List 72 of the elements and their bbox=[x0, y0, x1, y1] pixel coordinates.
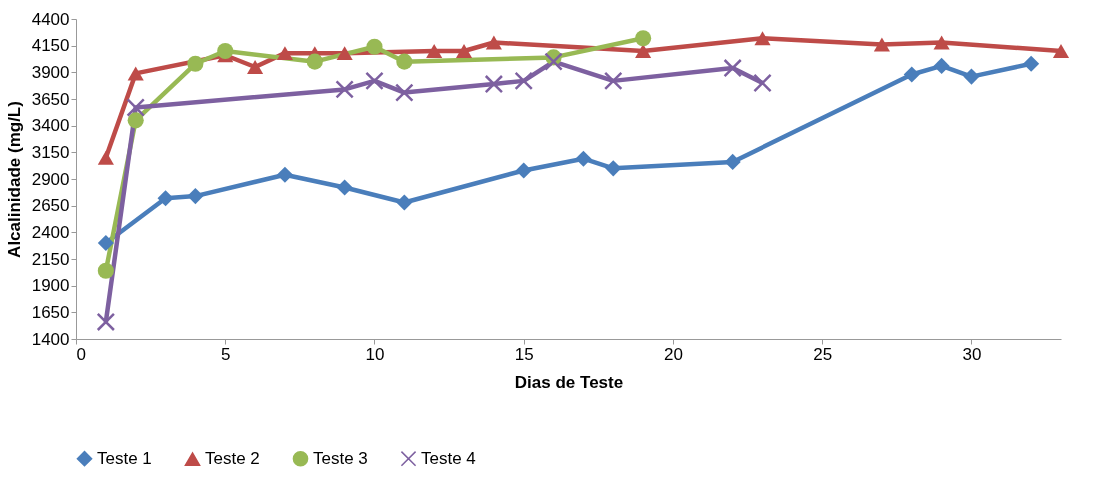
point bbox=[484, 74, 504, 94]
point bbox=[723, 58, 742, 78]
y-tick-label: 1650 bbox=[31, 302, 70, 322]
point bbox=[396, 194, 413, 211]
x-tick-label: 20 bbox=[664, 344, 683, 364]
point bbox=[933, 57, 950, 74]
point bbox=[217, 42, 234, 60]
y-tick-label: 2650 bbox=[31, 196, 70, 216]
point bbox=[365, 71, 384, 91]
point bbox=[187, 188, 204, 205]
point bbox=[336, 46, 353, 61]
point bbox=[455, 44, 473, 58]
legend-label: Teste 1 bbox=[97, 448, 152, 468]
legend-label: Teste 4 bbox=[421, 448, 476, 468]
point bbox=[426, 44, 443, 58]
point bbox=[635, 30, 652, 47]
y-tick-label: 4150 bbox=[31, 36, 70, 56]
y-tick-label: 3650 bbox=[31, 89, 70, 109]
point bbox=[306, 53, 323, 70]
y-tick-label: 2150 bbox=[31, 249, 70, 269]
y-tick-label: 1400 bbox=[31, 329, 70, 349]
point bbox=[724, 153, 741, 170]
point bbox=[276, 166, 293, 183]
point bbox=[963, 68, 980, 85]
point bbox=[575, 150, 592, 167]
legend-label: Teste 2 bbox=[205, 449, 260, 469]
point bbox=[126, 98, 146, 117]
y-tick-label: 1900 bbox=[31, 276, 70, 296]
y-axis-title: Alcalinidade (mg/L) bbox=[4, 101, 24, 258]
point bbox=[247, 60, 264, 74]
point bbox=[873, 37, 890, 52]
point bbox=[366, 38, 383, 55]
y-tick-label: 2400 bbox=[31, 222, 70, 242]
point bbox=[335, 80, 354, 99]
point bbox=[127, 112, 144, 129]
point bbox=[396, 53, 413, 70]
point bbox=[754, 31, 771, 46]
y-tick-label: 4400 bbox=[31, 9, 70, 29]
point bbox=[1023, 55, 1040, 72]
point bbox=[515, 162, 532, 179]
y-tick-label: 3150 bbox=[31, 142, 70, 162]
point bbox=[97, 234, 114, 252]
point bbox=[933, 35, 950, 50]
point bbox=[485, 35, 502, 50]
legend-label: Teste 3 bbox=[313, 448, 368, 468]
point bbox=[157, 190, 174, 207]
point bbox=[903, 66, 920, 83]
point bbox=[276, 46, 293, 61]
x-tick-label: 5 bbox=[221, 344, 231, 364]
point bbox=[753, 73, 772, 93]
point bbox=[96, 312, 116, 332]
point bbox=[127, 66, 144, 81]
point bbox=[336, 179, 353, 196]
point bbox=[605, 160, 622, 177]
y-tick-label: 3400 bbox=[31, 116, 70, 136]
point bbox=[187, 55, 204, 72]
point bbox=[395, 83, 414, 102]
point bbox=[635, 44, 652, 58]
x-tick-label: 15 bbox=[514, 344, 534, 364]
point bbox=[97, 262, 114, 279]
point bbox=[1052, 44, 1070, 58]
y-tick-label: 2900 bbox=[31, 169, 70, 189]
point bbox=[544, 52, 563, 71]
x-axis-title: Dias de Teste bbox=[514, 372, 624, 392]
x-tick-label: 25 bbox=[813, 344, 833, 364]
point bbox=[97, 150, 114, 165]
point bbox=[514, 71, 534, 91]
x-tick-label: 30 bbox=[962, 344, 982, 364]
x-tick-label: 0 bbox=[76, 344, 86, 364]
point bbox=[603, 71, 623, 91]
x-tick-label: 10 bbox=[365, 344, 385, 364]
y-tick-label: 3900 bbox=[31, 62, 70, 82]
